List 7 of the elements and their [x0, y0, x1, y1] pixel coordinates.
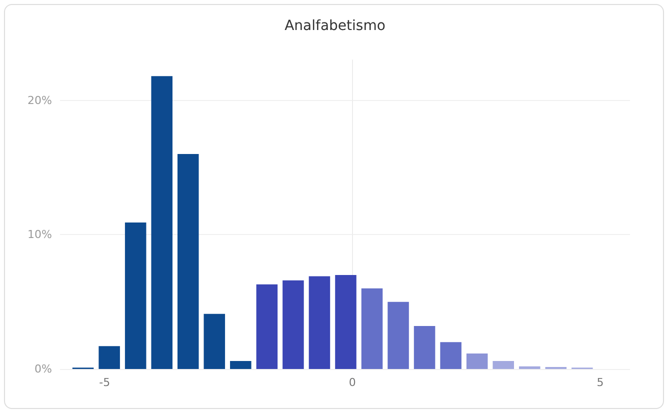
y-tick-label: 10% — [28, 228, 52, 242]
y-tick-label: 20% — [28, 94, 52, 107]
chart-title: Analfabetismo — [284, 18, 386, 34]
y-tick-label: 0% — [34, 362, 52, 376]
x-tick-label: 5 — [596, 376, 604, 389]
x-tick-label: -5 — [99, 376, 110, 389]
x-tick-label: 0 — [348, 376, 356, 389]
